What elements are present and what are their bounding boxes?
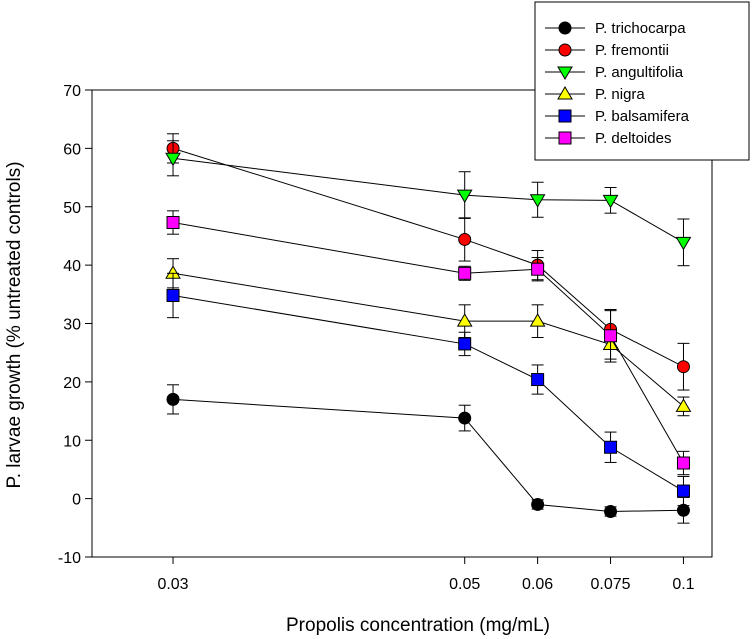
data-point bbox=[604, 440, 618, 454]
series bbox=[165, 140, 692, 267]
data-point bbox=[456, 189, 473, 204]
legend-label: P. trichocarpa bbox=[595, 20, 686, 37]
y-tick-label: 40 bbox=[63, 258, 81, 275]
data-point bbox=[531, 497, 545, 511]
data-point bbox=[166, 216, 180, 230]
legend-label: P. fremontii bbox=[595, 42, 669, 59]
x-tick-label: 0.05 bbox=[449, 576, 480, 593]
y-tick-label: 20 bbox=[63, 375, 81, 392]
data-point bbox=[165, 152, 181, 167]
data-point bbox=[557, 86, 573, 100]
data-point bbox=[675, 236, 692, 251]
x-tick-label: 0.1 bbox=[672, 576, 694, 593]
data-point bbox=[166, 288, 180, 302]
data-point bbox=[602, 194, 619, 209]
series-layer bbox=[165, 133, 692, 524]
series-line bbox=[172, 398, 684, 512]
data-point bbox=[557, 66, 573, 80]
series bbox=[166, 384, 690, 524]
data-point bbox=[166, 392, 180, 406]
data-point bbox=[558, 21, 572, 35]
series bbox=[166, 210, 690, 476]
data-point bbox=[458, 411, 472, 425]
data-point bbox=[529, 194, 546, 208]
data-point bbox=[458, 266, 472, 280]
y-tick-label: 30 bbox=[63, 317, 81, 334]
data-point bbox=[558, 109, 572, 123]
y-tick-label: 10 bbox=[63, 433, 81, 450]
x-tick-label: 0.06 bbox=[522, 576, 553, 593]
y-axis-title: P. larvae growth (% untreated controls) bbox=[4, 161, 25, 488]
legend-label: P. nigra bbox=[595, 86, 645, 103]
data-point bbox=[675, 398, 692, 412]
data-point bbox=[458, 337, 472, 351]
series-line bbox=[172, 222, 684, 464]
data-point bbox=[531, 373, 545, 387]
data-point bbox=[458, 232, 472, 246]
x-tick-label: 0.075 bbox=[591, 576, 631, 593]
legend-label: P. balsamifera bbox=[595, 108, 690, 125]
y-tick-label: 60 bbox=[63, 141, 81, 158]
data-point bbox=[558, 131, 572, 145]
data-point bbox=[558, 43, 572, 57]
data-point bbox=[531, 262, 545, 276]
legend-label: P. deltoides bbox=[595, 130, 671, 147]
y-tick-label: 70 bbox=[63, 83, 81, 100]
y-tick-label: 0 bbox=[72, 492, 81, 509]
data-point bbox=[676, 360, 690, 374]
data-point bbox=[676, 456, 690, 470]
data-point bbox=[456, 313, 473, 327]
series bbox=[166, 272, 690, 507]
y-tick-label: -10 bbox=[58, 550, 81, 567]
x-axis-title: Propolis concentration (mg/mL) bbox=[286, 615, 550, 636]
legend-label: P. angultifolia bbox=[595, 64, 684, 81]
legend: P. trichocarpa P. fremontii P. angultifoli… bbox=[534, 1, 750, 161]
y-tick-label: 50 bbox=[63, 200, 81, 217]
data-point bbox=[604, 329, 618, 343]
x-axis: 0.03 0.05 0.06 0.075 0.1 bbox=[157, 557, 695, 593]
data-point bbox=[604, 504, 618, 518]
data-point bbox=[529, 313, 546, 327]
y-axis: -10 0 10 20 30 40 50 60 70 bbox=[58, 83, 92, 567]
x-tick-label: 0.03 bbox=[157, 576, 188, 593]
data-point bbox=[676, 484, 690, 498]
series bbox=[166, 133, 690, 391]
